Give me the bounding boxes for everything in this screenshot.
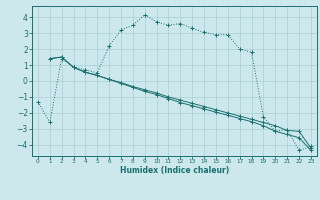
X-axis label: Humidex (Indice chaleur): Humidex (Indice chaleur) (120, 166, 229, 175)
